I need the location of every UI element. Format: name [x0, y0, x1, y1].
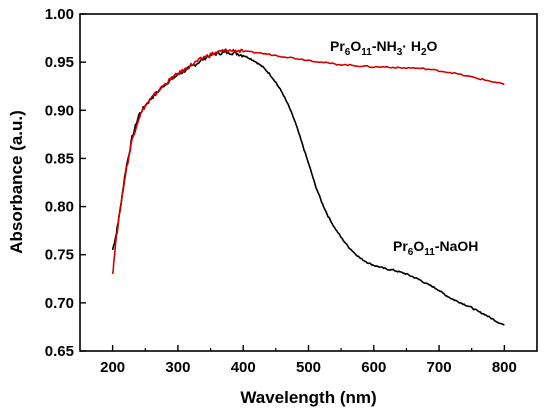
x-tick-label: 800	[492, 359, 517, 376]
y-tick-label: 0.65	[45, 343, 74, 360]
x-axis-ticks: 200 300 400 500 600 700 800	[100, 345, 517, 376]
y-tick-label: 0.75	[45, 247, 74, 264]
x-tick-label: 500	[296, 359, 321, 376]
y-tick-label: 1.00	[45, 6, 74, 23]
x-tick-label: 300	[165, 359, 190, 376]
series-label-nh3-h2o: Pr6O11-NH3· H2O	[330, 38, 438, 58]
y-tick-label: 0.90	[45, 102, 74, 119]
plot-frame	[79, 13, 538, 352]
x-tick-label: 700	[427, 359, 452, 376]
x-tick-label: 200	[100, 359, 125, 376]
y-tick-label: 0.85	[45, 150, 74, 167]
series-line-0	[111, 50, 505, 326]
y-tick-label: 0.95	[45, 54, 74, 71]
x-axis-title: Wavelength (nm)	[240, 388, 376, 407]
series-line-1	[111, 48, 505, 275]
series-lines	[111, 48, 505, 326]
y-tick-label: 0.70	[45, 295, 74, 312]
y-axis-title: Absorbance (a.u.)	[7, 110, 26, 254]
y-axis-ticks: 0.65 0.70 0.75 0.80 0.85 0.90 0.95 1.00	[45, 6, 86, 360]
y-tick-label: 0.80	[45, 199, 74, 216]
x-tick-label: 600	[361, 359, 386, 376]
series-label-naoh: Pr6O11-NaOH	[393, 238, 478, 258]
x-tick-label: 400	[231, 359, 256, 376]
